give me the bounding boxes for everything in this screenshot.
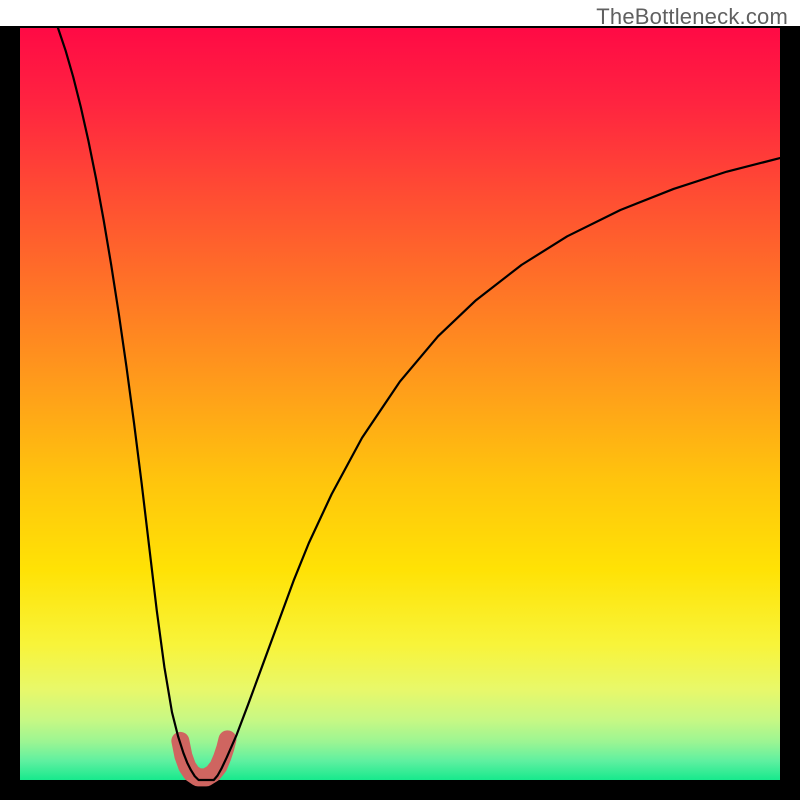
watermark-text: TheBottleneck.com: [596, 4, 788, 30]
chart-root: TheBottleneck.com: [0, 0, 800, 800]
plot-background: [20, 28, 780, 780]
bottleneck-chart-svg: [0, 0, 800, 800]
